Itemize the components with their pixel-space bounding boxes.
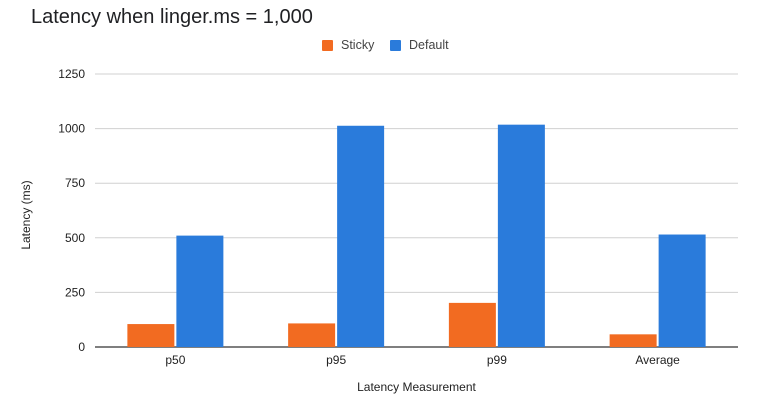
legend-label-sticky: Sticky [341,38,375,52]
bar-sticky-p99 [448,302,496,347]
legend-item-sticky: Sticky [322,38,374,52]
bar-default-average [658,234,706,347]
y-tick-label: 1000 [58,122,85,136]
x-axis-label: Latency Measurement [357,380,476,394]
bar-default-p50 [176,235,224,347]
bar-sticky-p95 [288,323,336,347]
y-tick-label: 0 [78,340,85,354]
bar-sticky-p50 [127,324,175,347]
legend-item-default: Default [390,38,449,52]
legend: Sticky Default [0,38,774,58]
y-tick-label: 1250 [58,67,85,81]
bar-sticky-average [609,334,657,347]
x-tick-label: p99 [487,353,507,367]
bar-default-p99 [497,124,545,348]
bar-default-p95 [337,125,385,347]
x-tick-label: p50 [165,353,185,367]
legend-swatch-default [390,39,401,51]
legend-swatch-sticky [322,39,333,51]
x-tick-label: Average [635,353,680,367]
y-tick-label: 500 [65,231,85,245]
chart-title: Latency when linger.ms = 1,000 [31,6,313,28]
y-tick-label: 750 [65,176,85,190]
x-tick-label: p95 [326,353,346,367]
y-tick-label: 250 [65,285,85,299]
legend-label-default: Default [409,38,449,52]
